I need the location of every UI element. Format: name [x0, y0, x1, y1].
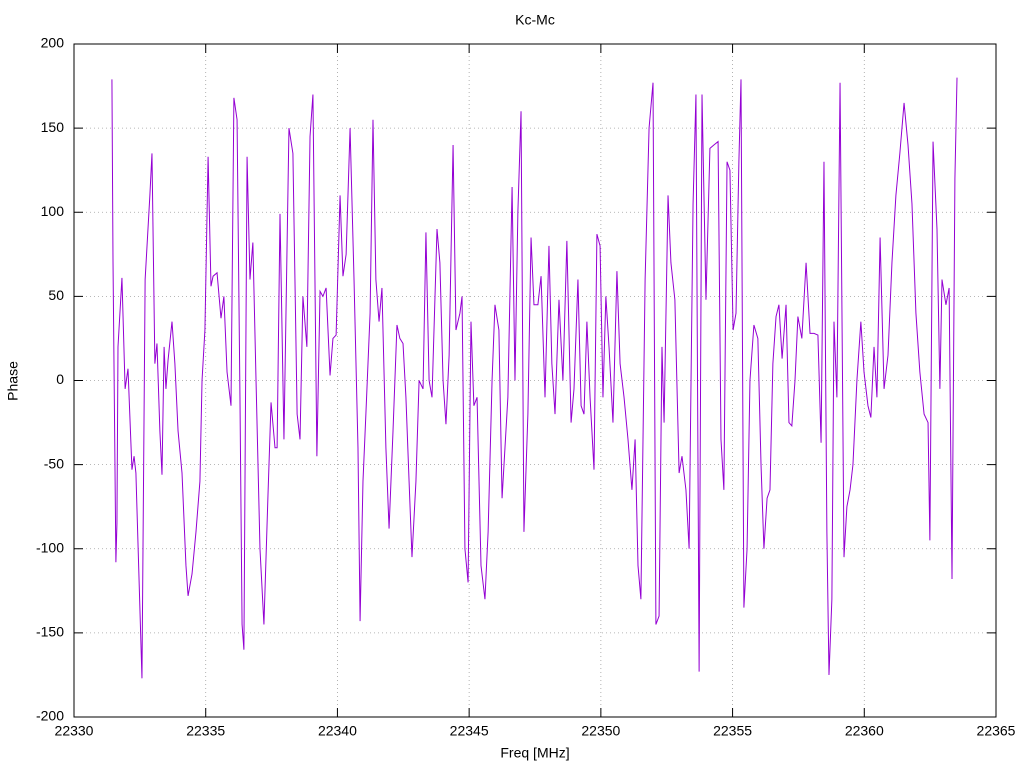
y-tick-label: 200 — [41, 35, 65, 51]
y-tick-label: -200 — [36, 708, 64, 724]
x-axis-label: Freq [MHz] — [500, 745, 569, 761]
x-tick-label: 22330 — [55, 723, 94, 739]
x-tick-label: 22355 — [713, 723, 752, 739]
y-tick-label: 100 — [41, 203, 65, 219]
y-tick-label: -150 — [36, 624, 64, 640]
y-tick-label: -50 — [44, 455, 64, 471]
y-tick-label: 50 — [48, 287, 64, 303]
y-tick-label: 150 — [41, 119, 65, 135]
x-tick-label: 22360 — [845, 723, 884, 739]
x-tick-label: 22365 — [977, 723, 1016, 739]
y-tick-label: 0 — [56, 371, 64, 387]
x-tick-label: 22350 — [581, 723, 620, 739]
y-axis-label: Phase — [5, 361, 21, 401]
y-tick-label: -100 — [36, 539, 64, 555]
x-tick-label: 22340 — [318, 723, 357, 739]
plot-border — [73, 43, 997, 718]
data-line — [111, 77, 958, 679]
x-tick-label: 22345 — [450, 723, 489, 739]
x-tick-label: 22335 — [186, 723, 225, 739]
chart-title: Kc-Mc — [515, 12, 555, 28]
